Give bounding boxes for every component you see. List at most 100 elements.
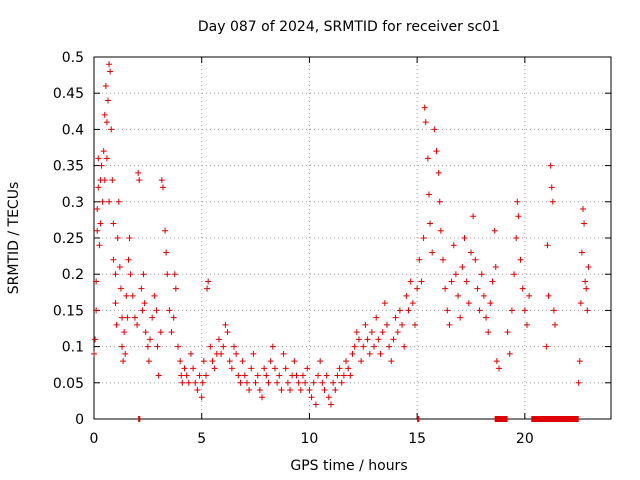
data-point [101,111,108,118]
data-point [448,278,455,285]
x-tick-label: 5 [197,431,206,447]
data-markers [91,61,592,422]
y-tick-label: 0.3 [62,195,84,211]
data-point [280,350,287,357]
data-point [94,227,101,234]
data-point [287,387,294,394]
data-point [179,379,186,386]
data-point [306,387,313,394]
data-point [381,300,388,307]
data-point [181,365,188,372]
y-tick-label: 0.45 [53,86,84,102]
data-point [547,162,554,169]
y-tick-label: 0.35 [53,159,84,175]
data-point [548,184,555,191]
data-point [99,198,106,205]
data-point [151,292,158,299]
data-point [114,235,121,241]
plot-frame [93,56,612,420]
data-point [427,220,434,227]
data-point [351,343,358,350]
data-point [323,372,330,379]
zero-value-run [494,416,508,422]
data-point [98,162,105,169]
y-axis-ticks: 0 0.05 0.1 0.15 0.2 0.25 0.3 0.35 0.4 0.45 0.5 [53,50,611,428]
data-point [185,379,192,386]
data-point [241,372,248,379]
data-point [416,256,423,263]
data-point [504,329,511,336]
data-point [224,329,231,336]
data-point [576,358,583,365]
data-point [226,358,233,365]
data-point [517,256,524,263]
data-point [93,307,100,314]
data-point [431,126,438,133]
data-point [142,329,149,336]
data-point [91,350,97,357]
data-point [100,148,107,155]
data-point [299,372,306,379]
data-point [489,278,496,285]
data-point [422,119,429,126]
data-point [259,394,266,401]
data-point [578,249,585,256]
y-tick-label: 0.25 [53,231,84,247]
data-point [134,321,141,328]
data-point [166,307,173,314]
data-point [119,314,126,321]
gridlines [94,57,611,419]
data-point [168,329,175,336]
data-point [319,379,326,386]
data-point [271,365,278,372]
data-point [409,300,416,307]
data-point [144,343,151,350]
data-point [330,379,337,386]
data-point [261,365,268,372]
data-point [508,307,515,314]
y-tick-label: 0.05 [53,376,84,392]
data-point [377,350,384,357]
data-point [550,307,557,314]
data-point [121,329,128,336]
data-point [220,343,227,350]
y-axis-label: SRMTID / TECUs [6,182,22,295]
data-point [267,358,274,365]
data-point [107,68,114,75]
data-point [459,263,466,270]
data-point [203,372,210,379]
data-point [506,350,513,357]
data-point [256,387,263,394]
data-point [457,314,464,321]
data-point [103,119,110,126]
data-point [483,314,490,321]
data-point [411,321,418,328]
data-point [120,358,127,365]
data-point [396,307,403,314]
y-tick-label: 0.15 [53,303,84,319]
data-point [304,365,311,372]
data-point [310,379,317,386]
data-point [276,372,283,379]
data-point [373,314,380,321]
data-point [455,292,462,299]
data-point [183,372,190,379]
data-point [549,198,556,205]
data-point [126,235,133,241]
data-point [211,365,218,372]
data-point [472,256,479,263]
data-point [543,343,550,350]
data-point [222,321,229,328]
data-point [467,249,474,256]
data-point [450,242,457,249]
data-point [92,336,99,343]
data-point [355,336,362,343]
data-point [237,379,244,386]
data-point [141,300,148,307]
data-point [103,155,110,162]
zero-value-run [138,416,141,422]
data-point [470,213,477,220]
data-point [106,61,113,68]
data-point [375,336,382,343]
